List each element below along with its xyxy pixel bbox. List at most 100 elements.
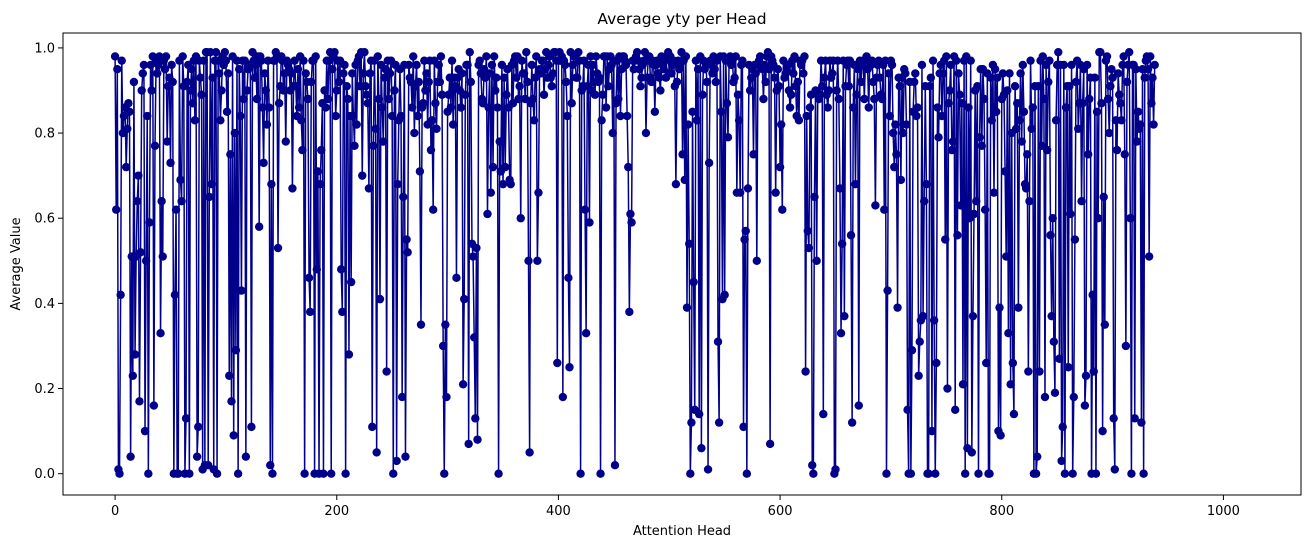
data-point — [419, 99, 428, 108]
data-point — [133, 196, 142, 206]
data-point — [139, 60, 149, 70]
data-point — [741, 226, 750, 236]
data-point — [494, 469, 503, 478]
data-point — [514, 94, 523, 104]
data-point — [1143, 64, 1153, 74]
data-point — [223, 69, 233, 78]
data-point — [221, 56, 231, 65]
data-point — [891, 120, 900, 129]
data-point — [914, 371, 923, 380]
data-point — [901, 69, 910, 78]
data-point — [1045, 56, 1054, 65]
data-point — [1150, 60, 1159, 70]
data-point — [485, 69, 494, 78]
data-point — [819, 409, 828, 419]
y-axis: 0.0 0.2 0.4 0.6 0.8 1.0 — [34, 41, 63, 482]
data-point — [464, 439, 473, 449]
data-point — [667, 69, 676, 78]
data-point — [1011, 124, 1021, 134]
data-point — [1082, 60, 1092, 70]
data-point — [789, 69, 798, 78]
data-point — [1039, 94, 1049, 104]
data-point — [1047, 311, 1056, 321]
data-point — [730, 73, 739, 82]
data-point — [887, 60, 897, 70]
data-point — [918, 311, 928, 321]
data-point — [242, 86, 252, 95]
data-point — [431, 99, 440, 108]
data-point — [1125, 47, 1134, 57]
data-point — [917, 60, 927, 70]
data-point — [129, 77, 139, 87]
data-point — [512, 73, 521, 82]
data-point — [463, 60, 472, 70]
data-point — [488, 162, 498, 172]
data-point — [413, 111, 422, 121]
data-point — [472, 243, 481, 253]
data-point — [1024, 367, 1033, 376]
data-point — [1103, 94, 1113, 104]
data-point — [1025, 196, 1034, 206]
data-point — [145, 218, 154, 227]
data-point — [1027, 124, 1036, 134]
data-point — [723, 133, 733, 142]
y-axis-label: Average Value — [9, 217, 24, 310]
data-point — [407, 103, 417, 112]
data-point — [187, 64, 196, 74]
data-point — [346, 277, 356, 287]
data-point — [1057, 456, 1066, 466]
data-point — [1060, 469, 1070, 478]
chart-title: Average yty per Head — [597, 10, 766, 28]
data-point — [765, 439, 775, 449]
data-point — [192, 452, 202, 461]
data-point — [254, 222, 264, 231]
data-point — [912, 111, 921, 121]
data-point — [1110, 465, 1120, 474]
data-point — [225, 371, 234, 380]
data-point — [1127, 469, 1136, 478]
data-point — [130, 350, 140, 359]
data-point — [375, 294, 385, 304]
data-point — [864, 103, 873, 112]
data-point — [257, 56, 266, 65]
data-point — [915, 337, 924, 346]
data-point — [452, 273, 461, 283]
data-point — [298, 145, 307, 155]
data-point — [755, 52, 765, 61]
data-point — [264, 103, 274, 112]
data-point — [291, 82, 300, 91]
data-point — [808, 460, 817, 470]
data-point — [138, 69, 147, 78]
data-point — [1048, 214, 1057, 223]
data-point — [770, 73, 779, 82]
data-point — [294, 103, 304, 112]
data-point — [980, 205, 990, 214]
y-tick-label: 0.2 — [34, 382, 55, 397]
data-point — [875, 73, 885, 82]
data-point — [685, 239, 694, 248]
data-point — [837, 239, 847, 248]
data-point — [205, 192, 214, 202]
data-point — [465, 47, 474, 57]
data-point — [1120, 150, 1129, 159]
data-point — [925, 82, 934, 91]
data-point — [952, 56, 961, 65]
data-point — [680, 175, 689, 185]
y-tick-label: 1.0 — [34, 41, 55, 56]
data-point — [260, 69, 269, 78]
data-point — [456, 103, 466, 112]
data-point — [162, 137, 172, 146]
data-point — [856, 77, 866, 87]
data-point — [211, 47, 221, 57]
data-point — [422, 69, 431, 78]
data-point — [157, 196, 166, 206]
data-point — [1105, 128, 1114, 138]
data-point — [1090, 73, 1100, 82]
data-point — [836, 328, 846, 338]
data-point — [212, 469, 222, 478]
data-point — [1058, 422, 1067, 432]
data-point — [990, 64, 1000, 74]
data-point — [115, 469, 124, 478]
data-point — [252, 94, 262, 104]
data-point — [343, 94, 353, 104]
